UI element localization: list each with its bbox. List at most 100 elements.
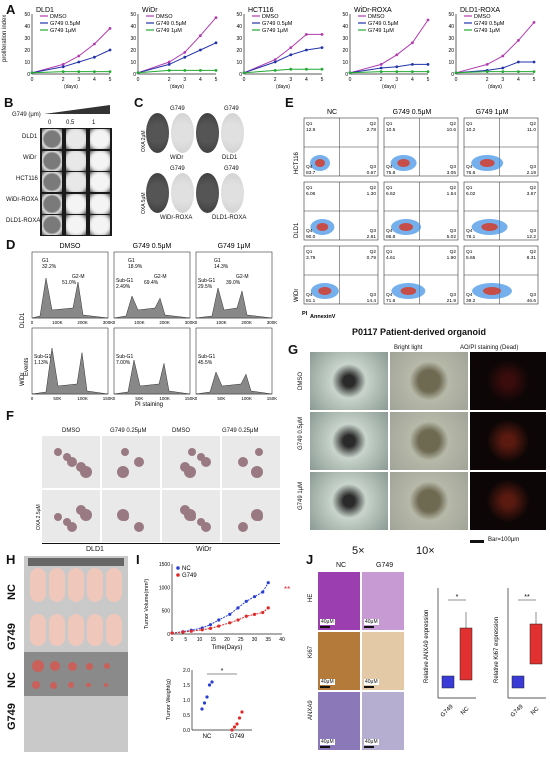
i-point [189, 629, 193, 633]
tumor-nc [32, 660, 44, 672]
panel-label-c: C [134, 95, 144, 110]
a-point [108, 48, 112, 52]
e-q4-value: 75.8 [386, 170, 396, 176]
tumor-g749 [50, 681, 57, 689]
d-histogram [195, 287, 273, 319]
e-q2-value: 10.6 [447, 127, 457, 133]
d-histogram [31, 277, 109, 319]
panel-label-f: F [6, 408, 14, 423]
organoid-cluster [54, 513, 62, 521]
mouse-g749 [49, 614, 65, 646]
e-q2-label: Q2 [450, 249, 457, 255]
d-g1-label: G1 [128, 258, 135, 264]
a-xlabel: (days) [382, 84, 396, 90]
e-q3-value: 2.19 [527, 170, 537, 176]
e-q4-value: 90.0 [306, 234, 316, 240]
d-g1-label: G1 [214, 258, 221, 264]
e-q1-value: 3.79 [306, 255, 316, 261]
d-xtick: 200K [241, 320, 252, 325]
e-q3-label: Q3 [370, 228, 377, 234]
e-q2-label: Q2 [530, 185, 537, 191]
e-q1-value: 10.5 [386, 127, 396, 133]
a-ytick: 10 [24, 60, 30, 66]
tumor-nc [104, 663, 110, 669]
i-point [200, 628, 204, 632]
d-g1-value: 32.2% [42, 264, 57, 270]
e-q4-label: Q4 [306, 228, 313, 234]
i-ytick: 0 [167, 632, 170, 638]
organoid-cluster [134, 522, 144, 532]
d-g1-value: 14.3% [214, 264, 229, 270]
d-plot-frame [195, 251, 273, 319]
a-point [77, 70, 81, 73]
mouse-nc [106, 568, 122, 602]
j-box-ylabel: Relative Ki67 expression [494, 617, 500, 683]
e-q2-label: Q2 [370, 185, 377, 191]
e-density-core [481, 223, 498, 231]
colony-dish [90, 172, 110, 192]
d-subg1-label: Sub-G1 [116, 278, 133, 284]
colony-dish [171, 173, 194, 213]
a-point [379, 70, 383, 73]
a-point [348, 71, 352, 75]
a-point [532, 60, 536, 64]
a-point [517, 60, 520, 64]
e-q4-value: 81.1 [306, 298, 316, 304]
a-ytick: 20 [130, 48, 136, 54]
organoid-cluster [76, 505, 86, 515]
a-xtick: 2 [380, 77, 383, 83]
a-ytick: 20 [236, 48, 242, 54]
i-point [261, 610, 265, 615]
a-point [273, 60, 277, 64]
ruler-area [24, 706, 128, 752]
a-point [289, 53, 293, 57]
colony-dish [146, 173, 169, 213]
d-plot-frame [113, 327, 191, 395]
i-ytick: 1500 [159, 562, 170, 568]
a-chart-title: DLD1 [36, 7, 54, 14]
i-point [217, 618, 221, 622]
e-q4-label: Q4 [466, 292, 473, 298]
a-point [183, 55, 187, 59]
mouse-nc [87, 568, 103, 602]
d-subg1-value: 45.5% [198, 360, 213, 366]
b-dose-label: G749 (μm) [12, 112, 41, 118]
d-xtick: 150K [103, 396, 114, 401]
e-q3-value: 3.05 [447, 170, 457, 176]
a-ytick: 30 [24, 36, 30, 42]
e-yaxis-label: PI [302, 311, 308, 317]
ihc-scale-bar [364, 746, 374, 748]
e-xaxis-label: AnnexinV [310, 314, 336, 320]
a-series-line [137, 69, 216, 74]
a-point [320, 46, 324, 49]
mouse-g749 [106, 614, 122, 646]
tumor-nc [86, 662, 93, 670]
tumor-g749 [68, 681, 75, 689]
g-title: P0117 Patient-derived organoid [352, 327, 487, 337]
i-xlabel: Time(Days) [212, 645, 243, 651]
tumor-g749 [104, 682, 109, 688]
organoid-aopi [470, 472, 546, 530]
organoid-cluster [63, 453, 71, 461]
a-point [395, 53, 399, 57]
ruler-strip [28, 558, 124, 566]
e-q3-value: 2.61 [367, 234, 377, 240]
e-density-core [479, 159, 495, 167]
ihc-image: 40μM [318, 572, 360, 630]
j-box-xtick: G749 [440, 704, 455, 719]
panel-label-g: G [288, 342, 299, 357]
ihc-scale-bar [320, 686, 330, 688]
e-density-core [483, 287, 501, 295]
i-xtick: 15 [210, 637, 216, 643]
e-q4-label: Q4 [386, 228, 393, 234]
e-q3-value: 21.9 [447, 298, 457, 304]
organoid-cluster [201, 522, 211, 532]
h-label: G749 [6, 623, 18, 650]
e-q3-label: Q3 [450, 228, 457, 234]
j-col: G749 [376, 562, 394, 569]
a-ytick: 30 [448, 36, 454, 42]
ihc-image: 40μM [362, 572, 404, 630]
d-xtick: 50K [135, 396, 143, 401]
organoid-cluster [255, 448, 263, 456]
